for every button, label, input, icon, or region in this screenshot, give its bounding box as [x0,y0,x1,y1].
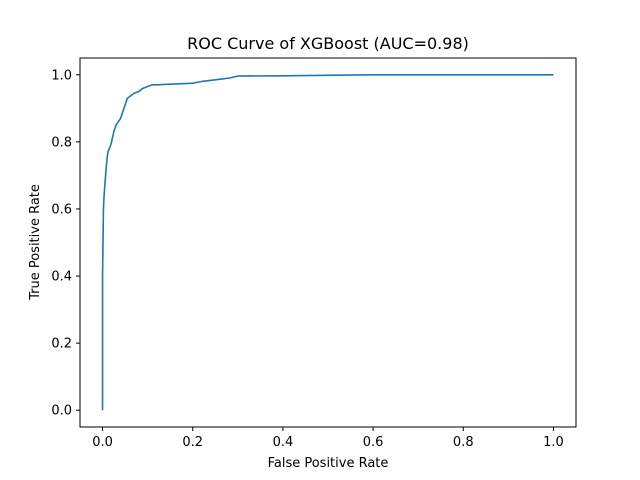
y-tick-label: 0.8 [51,135,72,150]
x-axis-ticks: 0.0 0.2 0.4 0.6 0.8 1.0 [92,427,564,450]
plot-area [79,57,577,428]
roc-curve-line [101,73,554,411]
y-tick-label: 1.0 [51,68,72,83]
x-tick-label: 0.6 [363,435,384,450]
x-tick-label: 0.2 [182,435,203,450]
chart-title: ROC Curve of XGBoost (AUC=0.98) [187,34,469,53]
y-tick-label: 0.2 [51,337,72,352]
y-tick-label: 0.0 [51,404,72,419]
plot-frame [79,57,577,428]
x-tick-label: 0.8 [453,435,474,450]
x-tick-label: 0.0 [92,435,113,450]
y-tick-label: 0.6 [51,202,72,217]
y-axis-ticks: 0.0 0.2 0.4 0.6 0.8 1.0 [51,68,80,419]
x-axis-label: False Positive Rate [268,456,389,471]
y-tick-label: 0.4 [51,270,72,285]
x-tick-label: 1.0 [543,435,564,450]
y-axis-label: True Positive Rate [28,184,43,301]
x-tick-label: 0.4 [273,435,294,450]
